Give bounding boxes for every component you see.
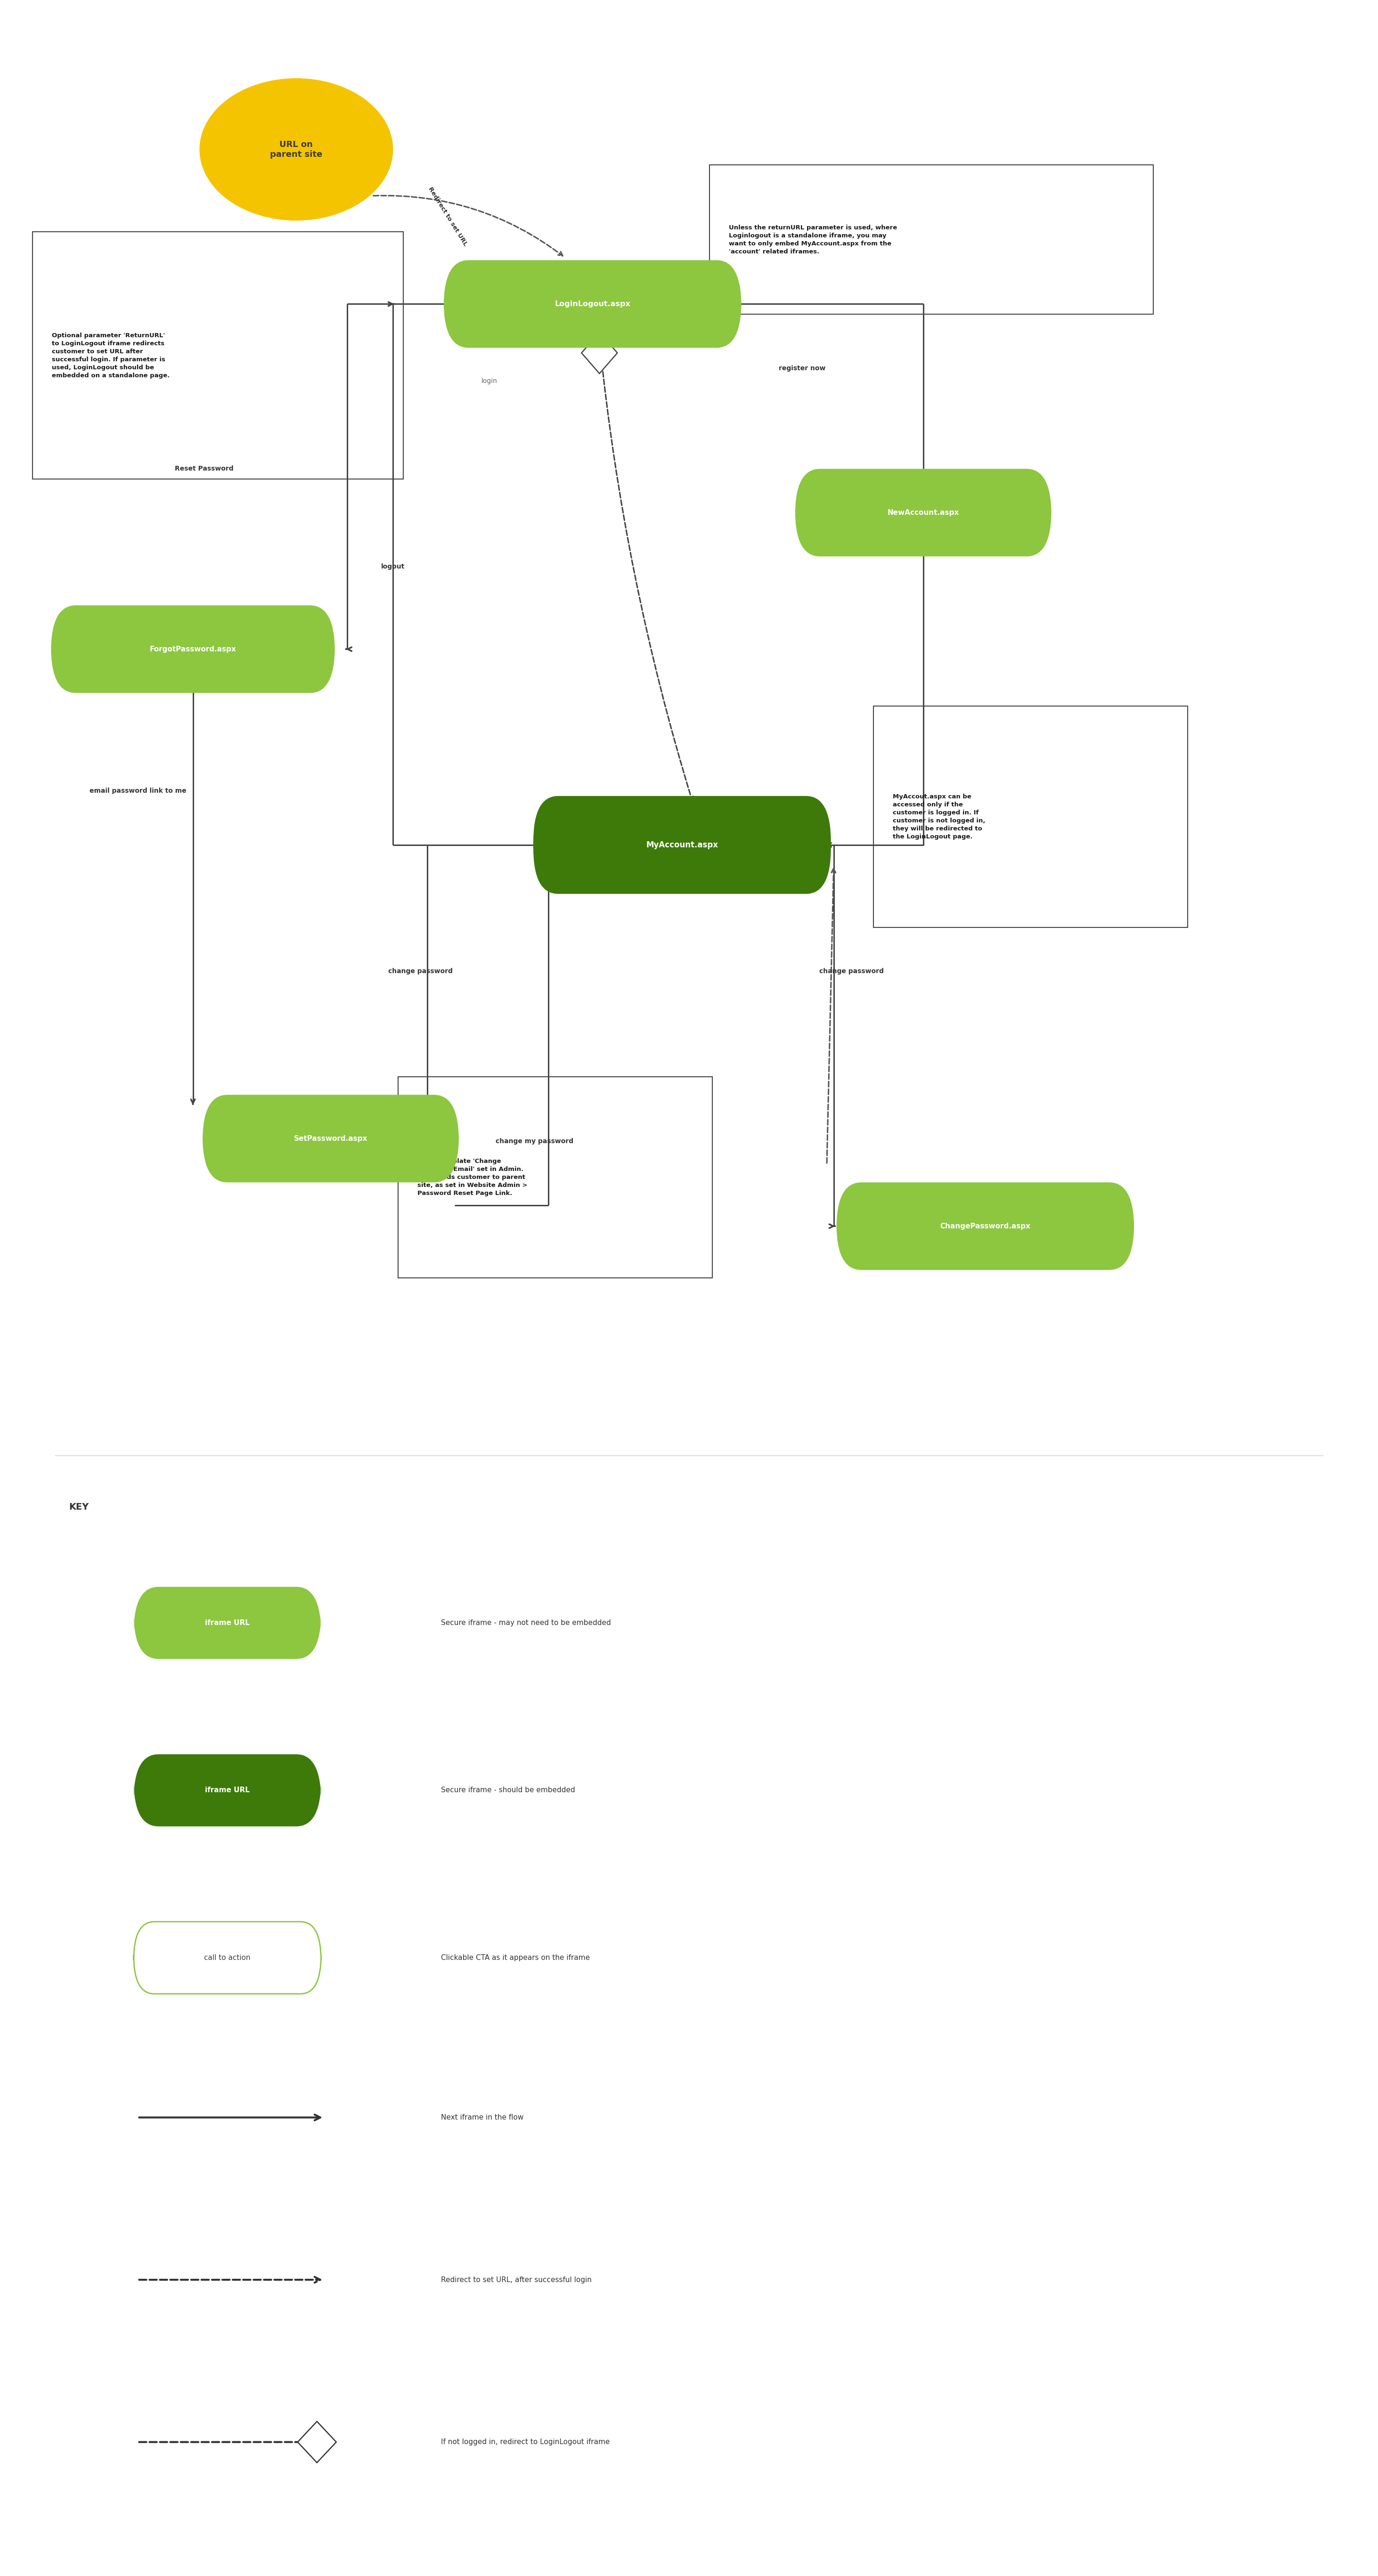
Polygon shape — [298, 2421, 336, 2463]
Text: Redirect to set URL: Redirect to set URL — [427, 185, 469, 247]
Text: KEY: KEY — [69, 1502, 88, 1512]
FancyBboxPatch shape — [836, 1182, 1134, 1270]
Text: iframe URL: iframe URL — [205, 1620, 249, 1625]
Text: ChangePassword.aspx: ChangePassword.aspx — [940, 1224, 1031, 1229]
Text: Next iframe in the flow: Next iframe in the flow — [441, 2115, 524, 2120]
Text: SetPassword.aspx: SetPassword.aspx — [294, 1136, 368, 1141]
Text: If not logged in, redirect to LoginLogout iframe: If not logged in, redirect to LoginLogou… — [441, 2439, 610, 2445]
FancyBboxPatch shape — [533, 796, 831, 894]
FancyBboxPatch shape — [134, 1754, 321, 1826]
FancyBboxPatch shape — [203, 1095, 459, 1182]
Text: NewAccount.aspx: NewAccount.aspx — [887, 510, 959, 515]
Text: change password: change password — [389, 969, 452, 974]
Text: MyAccount.aspx: MyAccount.aspx — [646, 840, 718, 850]
Text: email password link to me: email password link to me — [90, 788, 186, 793]
Text: Redirect to set URL, after successful login: Redirect to set URL, after successful lo… — [441, 2277, 591, 2282]
Text: change my password: change my password — [496, 1139, 573, 1144]
FancyBboxPatch shape — [444, 260, 741, 348]
Text: Secure iframe - may not need to be embedded: Secure iframe - may not need to be embed… — [441, 1620, 610, 1625]
FancyBboxPatch shape — [874, 706, 1188, 927]
Text: ForgotPassword.aspx: ForgotPassword.aspx — [150, 647, 236, 652]
FancyBboxPatch shape — [134, 1587, 321, 1659]
Text: change password: change password — [820, 969, 883, 974]
Text: LoginLogout.aspx: LoginLogout.aspx — [554, 301, 631, 307]
Text: MyAccout.aspx can be
accessed only if the
customer is logged in. If
customer is : MyAccout.aspx can be accessed only if th… — [893, 793, 985, 840]
Text: Optional parameter 'ReturnURL'
to LoginLogout iframe redirects
customer to set U: Optional parameter 'ReturnURL' to LoginL… — [51, 332, 169, 379]
FancyBboxPatch shape — [51, 605, 335, 693]
Text: Secure iframe - should be embedded: Secure iframe - should be embedded — [441, 1788, 575, 1793]
Text: URL on
parent site: URL on parent site — [270, 139, 322, 160]
Text: Clickable CTA as it appears on the iframe: Clickable CTA as it appears on the ifram… — [441, 1955, 590, 1960]
Polygon shape — [582, 332, 617, 374]
FancyBboxPatch shape — [134, 1922, 321, 1994]
Text: Email template 'Change
Password Email' set in Admin.
Link sends customer to pare: Email template 'Change Password Email' s… — [418, 1159, 528, 1195]
Text: login: login — [481, 379, 497, 384]
Text: Unless the returnURL parameter is used, where
Loginlogout is a standalone iframe: Unless the returnURL parameter is used, … — [729, 224, 897, 255]
Text: iframe URL: iframe URL — [205, 1788, 249, 1793]
Ellipse shape — [200, 80, 393, 222]
Text: call to action: call to action — [204, 1955, 251, 1960]
Text: logout: logout — [380, 564, 405, 569]
Text: register now: register now — [779, 366, 825, 371]
FancyBboxPatch shape — [32, 232, 402, 479]
FancyBboxPatch shape — [398, 1077, 712, 1278]
Text: Reset Password: Reset Password — [175, 466, 233, 471]
FancyBboxPatch shape — [795, 469, 1051, 556]
FancyBboxPatch shape — [710, 165, 1153, 314]
